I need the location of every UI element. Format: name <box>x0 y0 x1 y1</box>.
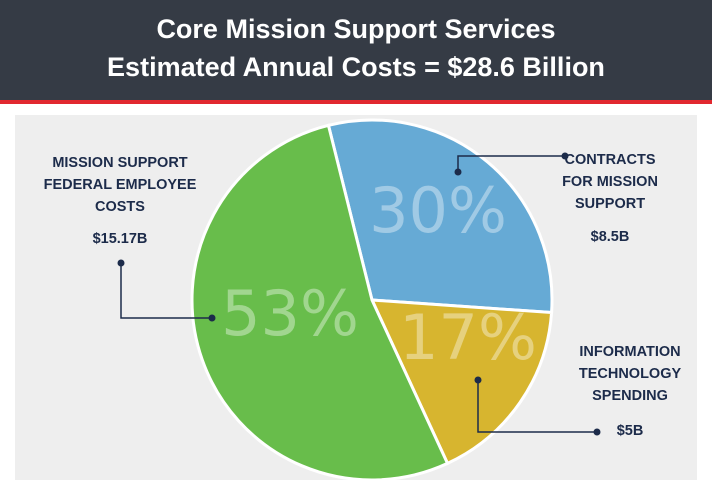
slice-value-label: 17% <box>399 301 537 374</box>
connector <box>457 155 565 172</box>
header-band <box>0 0 712 100</box>
chart-title: Core Mission Support Services <box>156 14 556 44</box>
category-label: CONTRACTS FOR MISSION SUPPORT <box>562 152 658 212</box>
category-label: INFORMATION TECHNOLOGY SPENDING <box>578 344 682 404</box>
dot <box>593 428 601 436</box>
pie-slice <box>369 298 554 466</box>
dot <box>454 168 462 176</box>
slice-value-label: 30% <box>369 174 507 247</box>
header-rule <box>0 100 712 104</box>
connector <box>120 263 212 319</box>
dot <box>208 314 216 322</box>
dot <box>117 259 125 267</box>
dot <box>474 376 482 384</box>
amount-label: $15.17B <box>92 231 148 247</box>
amount-label: $5B <box>616 423 644 439</box>
connector <box>477 380 597 433</box>
amount-label: $8.5B <box>590 229 630 245</box>
pie-slice <box>190 123 450 482</box>
connectors <box>120 155 597 433</box>
slice-value-label: 53% <box>221 277 359 350</box>
chart-subtitle: Estimated Annual Costs = $28.6 Billion <box>107 52 605 82</box>
dot <box>561 152 569 160</box>
pie-slice <box>326 118 554 315</box>
category-label: MISSION SUPPORT FEDERAL EMPLOYEE COSTS <box>43 155 197 215</box>
connector-dots <box>117 152 601 436</box>
